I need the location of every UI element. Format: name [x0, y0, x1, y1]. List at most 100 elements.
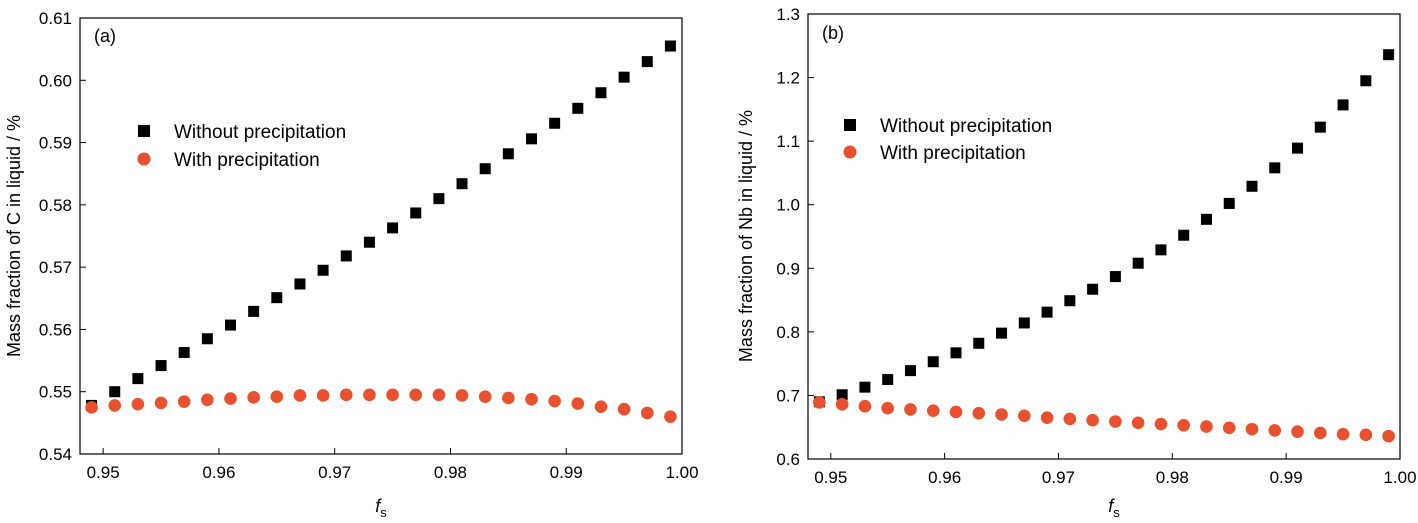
legend-label-without: Without precipitation	[174, 122, 346, 143]
data-point-without-precipitation	[1200, 213, 1212, 225]
data-point-without-precipitation	[641, 56, 653, 68]
x-tick-label: 0.96	[202, 463, 235, 482]
data-point-with-precipitation	[293, 389, 307, 402]
data-point-with-precipitation	[478, 390, 492, 403]
data-point-with-precipitation	[525, 392, 538, 406]
data-point-with-precipitation	[1245, 422, 1259, 436]
y-tick-label: 1.0	[776, 196, 800, 215]
data-point-without-precipitation	[178, 346, 190, 358]
data-point-with-precipitation	[1040, 411, 1054, 424]
x-tick-label: 0.97	[1042, 468, 1075, 487]
data-point-with-precipitation	[1018, 409, 1031, 423]
y-tick-label: 0.60	[39, 71, 72, 90]
data-point-with-precipitation	[1382, 429, 1395, 443]
data-point-without-precipitation	[927, 356, 939, 368]
legend-label-without: Without precipitation	[880, 116, 1052, 137]
data-point-with-precipitation	[640, 406, 654, 420]
data-point-with-precipitation	[1131, 416, 1145, 430]
data-point-without-precipitation	[1360, 75, 1372, 87]
data-point-without-precipitation	[1087, 283, 1099, 295]
x-tick-label: 0.96	[928, 468, 961, 487]
data-point-with-precipitation	[201, 393, 214, 407]
data-point-without-precipitation	[904, 365, 916, 377]
x-axis-title-subscript: s	[380, 505, 387, 520]
data-point-with-precipitation	[85, 400, 98, 414]
data-point-without-precipitation	[1314, 121, 1326, 133]
data-point-with-precipitation	[594, 400, 608, 413]
chart-panel-b: (b) 0.95 0.96 0.97 0.98 0.99 1.000.60.70.80.9…	[736, 5, 1417, 520]
legend-marker-without	[844, 119, 856, 131]
data-point-with-precipitation	[1291, 425, 1304, 438]
data-point-without-precipitation	[433, 193, 445, 205]
panel-label: (a)	[94, 26, 116, 46]
y-tick-label: 0.8	[776, 323, 800, 342]
y-tick-label: 0.58	[39, 196, 72, 215]
data-marks	[813, 49, 1395, 443]
legend-marker-with	[843, 145, 857, 159]
x-axis-title: fs	[1108, 496, 1120, 520]
data-point-with-precipitation	[339, 388, 353, 402]
x-tick-label: 1.00	[665, 463, 698, 482]
data-point-without-precipitation	[973, 337, 985, 349]
data-point-with-precipitation	[224, 392, 237, 405]
data-point-with-precipitation	[1222, 421, 1236, 435]
data-marks	[85, 40, 677, 423]
data-point-with-precipitation	[881, 401, 894, 415]
data-point-with-precipitation	[432, 388, 446, 402]
y-axis-title: Mass fraction of Nb in liquid / %	[736, 110, 756, 362]
x-tick-label: 0.98	[1156, 468, 1189, 487]
data-point-without-precipitation	[526, 133, 537, 145]
data-point-with-precipitation	[972, 406, 986, 420]
data-point-without-precipitation	[1018, 317, 1030, 329]
data-point-without-precipitation	[1041, 306, 1053, 318]
x-axis-title: fs	[375, 496, 387, 520]
data-point-with-precipitation	[177, 395, 191, 408]
legend: Without precipitation With precipitation	[137, 122, 346, 171]
data-point-with-precipitation	[926, 404, 940, 417]
data-point-with-precipitation	[502, 391, 515, 405]
data-point-with-precipitation	[617, 402, 631, 416]
data-point-with-precipitation	[1109, 415, 1122, 428]
data-point-without-precipitation	[1246, 180, 1258, 192]
data-point-without-precipitation	[882, 374, 894, 386]
data-point-without-precipitation	[1292, 142, 1304, 154]
data-point-without-precipitation	[225, 319, 236, 331]
x-tick-label: 0.95	[814, 468, 847, 487]
y-tick-label: 0.7	[776, 386, 800, 405]
x-tick-label: 0.98	[434, 463, 467, 482]
data-point-with-precipitation	[664, 410, 677, 423]
data-point-without-precipitation	[950, 347, 962, 359]
data-point-without-precipitation	[109, 386, 121, 398]
data-point-without-precipitation	[155, 360, 167, 372]
data-point-without-precipitation	[1383, 49, 1395, 61]
data-point-with-precipitation	[1268, 424, 1282, 437]
y-tick-label: 0.61	[39, 9, 72, 28]
data-point-with-precipitation	[108, 399, 122, 412]
chart-panel-a: (a) 0.95 0.96 0.97 0.98 0.99 1.00 0.54 0.55 0.56…	[4, 9, 699, 520]
y-tick-label: 1.2	[776, 69, 800, 88]
y-axis-title: Mass fraction of C in liquid / %	[4, 115, 24, 357]
data-point-without-precipitation	[387, 222, 399, 234]
data-point-without-precipitation	[1337, 99, 1349, 111]
x-tick-label: 1.00	[1383, 468, 1416, 487]
data-point-without-precipitation	[664, 40, 676, 52]
y-tick-label: 0.9	[776, 259, 800, 278]
data-point-without-precipitation	[271, 292, 283, 304]
data-point-without-precipitation	[1155, 244, 1167, 256]
x-axis-title-main: f	[375, 496, 382, 516]
data-point-with-precipitation	[154, 396, 168, 410]
plot-frame	[807, 13, 1401, 460]
y-tick-label: 0.56	[39, 320, 72, 339]
legend-marker-with	[137, 152, 151, 166]
data-point-without-precipitation	[1064, 295, 1076, 307]
data-point-without-precipitation	[456, 178, 468, 190]
y-tick-label: 1.1	[776, 132, 800, 151]
panel-label: (b)	[822, 23, 844, 43]
data-point-without-precipitation	[479, 163, 491, 175]
x-tick-label: 0.95	[87, 463, 120, 482]
data-point-with-precipitation	[247, 391, 260, 404]
x-tick-label: 0.97	[318, 463, 351, 482]
data-point-with-precipitation	[835, 398, 849, 411]
data-point-without-precipitation	[410, 207, 422, 219]
data-point-with-precipitation	[858, 399, 872, 413]
